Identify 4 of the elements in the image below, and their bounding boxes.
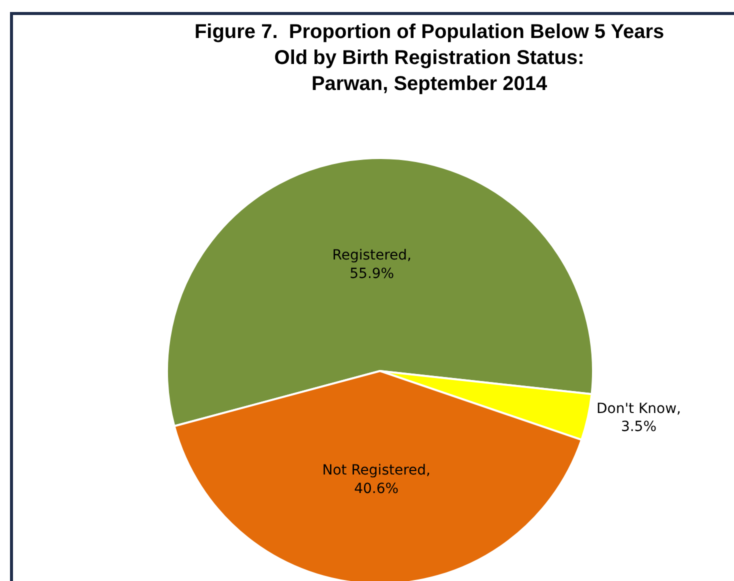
slice-label: Don't Know, 3.5% bbox=[596, 400, 681, 436]
slice-label: Not Registered, 40.6% bbox=[322, 462, 430, 497]
slice-label: Registered, 55.9% bbox=[332, 248, 412, 282]
chart-title: Figure 7. Proportion of Population Below 5 Years Old by Birth Registration Status: Parwan, September 2014 bbox=[194, 20, 664, 95]
